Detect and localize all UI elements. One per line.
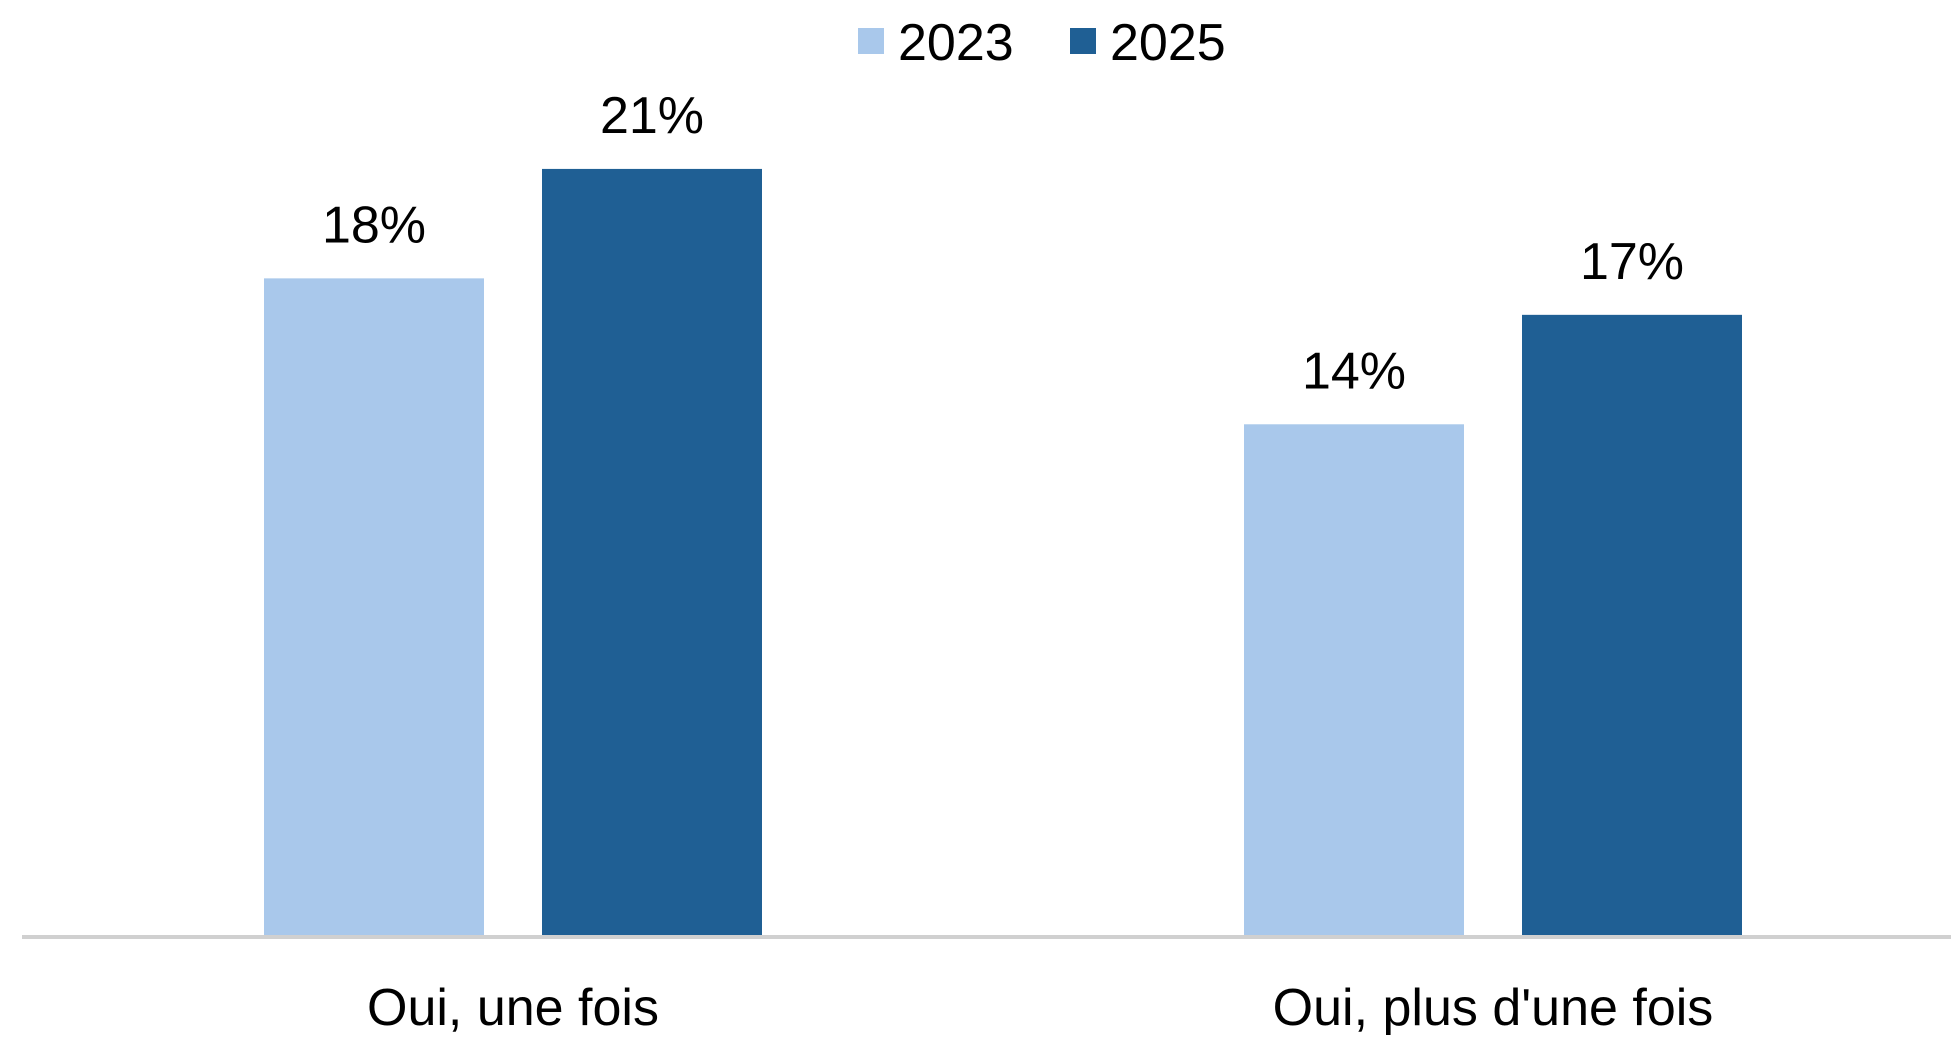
- bar: [1244, 424, 1464, 935]
- data-label: 18%: [322, 196, 426, 254]
- data-label: 14%: [1302, 342, 1406, 400]
- legend-swatch: [858, 28, 884, 54]
- data-label: 21%: [600, 87, 704, 145]
- legend-label: 2025: [1110, 14, 1226, 72]
- data-label: 17%: [1580, 233, 1684, 291]
- bar: [264, 278, 484, 935]
- bar: [542, 168, 762, 936]
- x-tick-label: Oui, plus d'une fois: [1273, 979, 1714, 1035]
- legend-label: 2023: [898, 14, 1014, 72]
- legend-swatch: [1070, 28, 1096, 54]
- x-tick-label: Oui, une fois: [367, 979, 659, 1035]
- bar: [1522, 314, 1742, 936]
